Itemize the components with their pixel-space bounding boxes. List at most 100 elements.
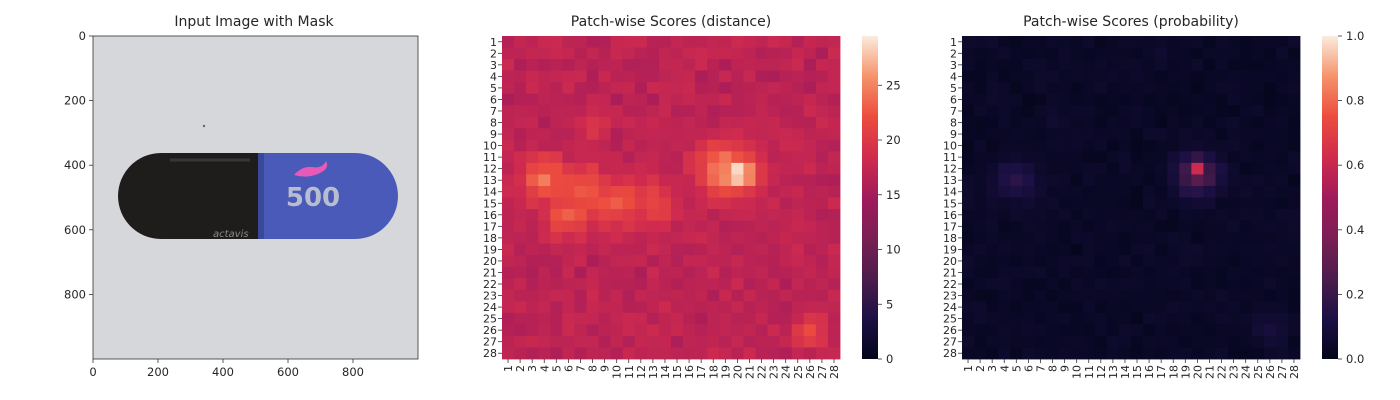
heatmap-cell [598, 128, 612, 141]
heatmap-cell [767, 105, 781, 118]
heatmap-cell [695, 36, 708, 48]
heatmap-cell [986, 197, 999, 210]
heatmap-cell [719, 162, 732, 175]
heatmap-cell [731, 266, 744, 279]
heatmap-cell [1046, 116, 1059, 129]
heatmap-cell [526, 93, 539, 106]
heatmap-cell [1191, 197, 1204, 210]
heatmap-cell [683, 151, 696, 164]
heatmap-cell [1118, 232, 1132, 245]
heatmap-cell [1010, 209, 1023, 221]
heatmap-cell [1215, 312, 1228, 325]
heatmap-cell [1275, 243, 1289, 256]
heatmap-cell [1191, 324, 1204, 337]
heatmap-cell [1167, 335, 1180, 348]
heatmap-cell [1167, 220, 1180, 233]
heatmap-cell [1082, 128, 1096, 141]
heatmap-cell [1239, 335, 1253, 348]
heatmap-cell [634, 59, 648, 72]
heatmap-cell [1034, 220, 1047, 233]
heatmap-cell [622, 151, 636, 164]
heatmap-cell [1082, 139, 1096, 152]
capsule-seam [258, 153, 264, 239]
heatmap-cell [779, 278, 793, 291]
heatmap-cell [562, 232, 575, 245]
y-tick-label: 200 [64, 94, 86, 108]
heatmap-cell [598, 185, 612, 198]
heatmap-cell [1143, 347, 1156, 360]
heatmap-cell [1215, 128, 1228, 141]
heatmap-cell [1094, 209, 1108, 221]
heatmap-cell [719, 289, 732, 302]
heatmap-cell [1263, 82, 1277, 95]
heatmap-cell [743, 59, 756, 72]
heatmap-cell [671, 266, 684, 279]
heatmap-cell [1070, 347, 1084, 360]
heatmap-cell [779, 82, 793, 95]
heatmap-cell [598, 151, 612, 164]
heatmap-cell [1143, 301, 1156, 314]
heatmap-cell [586, 128, 599, 141]
y-tick-label: 400 [64, 158, 86, 172]
heatmap-cell [1275, 139, 1289, 152]
row-label: 5 [950, 82, 957, 95]
heatmap-cell [803, 47, 817, 60]
heatmap-cell [526, 266, 539, 279]
heatmap-cell [622, 139, 636, 152]
heatmap-cell [1118, 220, 1132, 233]
heatmap-cell [1022, 266, 1035, 279]
heatmap-cell [1251, 93, 1265, 106]
heatmap-cell [1046, 139, 1059, 152]
heatmap-cell [1131, 255, 1144, 268]
heatmap-cell [1155, 312, 1168, 325]
heatmap-cell [538, 301, 551, 314]
heatmap-cell [1179, 301, 1192, 314]
heatmap-cell [1227, 312, 1241, 325]
heatmap-cell [526, 289, 539, 302]
heatmap-cell [1251, 105, 1265, 118]
heatmap-cell [962, 243, 975, 256]
heatmap-cell [1131, 47, 1144, 60]
col-label: 6 [1022, 365, 1035, 372]
heatmap-cell [827, 36, 841, 48]
x-tick-label: 600 [277, 365, 299, 379]
heatmap-cell [671, 220, 684, 233]
heatmap-cell [827, 47, 841, 60]
heatmap-cell [962, 93, 975, 106]
heatmap-cell [767, 59, 781, 72]
heatmap-cell [695, 209, 708, 221]
heatmap-cell [1094, 278, 1108, 291]
heatmap-cell [1070, 266, 1084, 279]
heatmap-cell [1143, 59, 1156, 72]
heatmap-cell [538, 151, 551, 164]
heatmap-cell [1275, 36, 1289, 48]
heatmap-cell [731, 209, 744, 221]
row-label: 21 [943, 266, 957, 279]
heatmap-cell [998, 347, 1011, 360]
heatmap-cell [1131, 128, 1144, 141]
heatmap-cell [1010, 93, 1023, 106]
heatmap-cell [707, 174, 720, 187]
heatmap-cell [1203, 312, 1216, 325]
heatmap-cell [1275, 232, 1289, 245]
heatmap-cell [743, 324, 756, 337]
heatmap-cell [671, 105, 684, 118]
heatmap-cell [1131, 243, 1144, 256]
row-label: 9 [490, 128, 497, 141]
heatmap-cell [827, 151, 841, 164]
heatmap-cell [1155, 70, 1168, 83]
heatmap-cell [1191, 151, 1204, 164]
heatmap-cell [671, 151, 684, 164]
heatmap-cell [671, 197, 684, 210]
row-label: 23 [483, 290, 497, 303]
heatmap-cell [1118, 162, 1132, 175]
heatmap-cell [791, 36, 805, 48]
heatmap-cell [1046, 47, 1059, 60]
row-label: 8 [950, 117, 957, 130]
heatmap-cell [962, 128, 975, 141]
heatmap-cell [974, 220, 987, 233]
heatmap-cell [1179, 47, 1192, 60]
heatmap-cell [998, 278, 1011, 291]
heatmap-cell [986, 174, 999, 187]
